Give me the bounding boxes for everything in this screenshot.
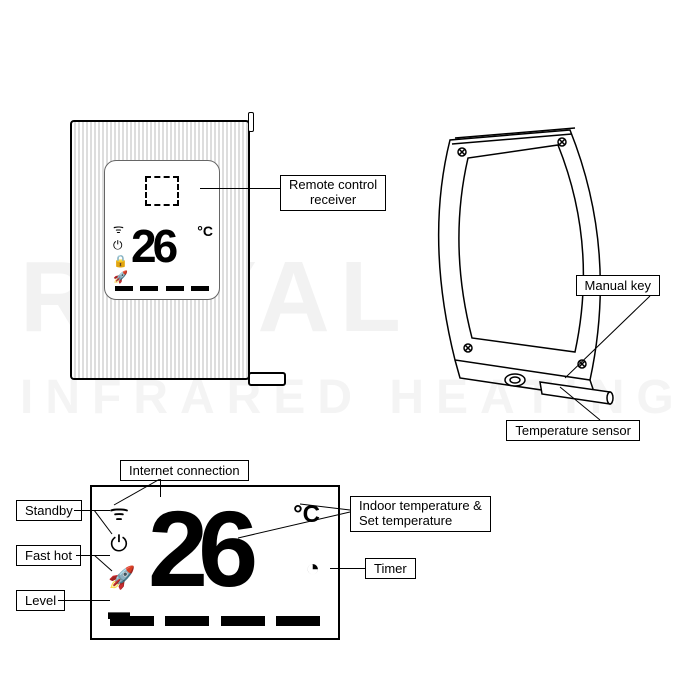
leader-line [560, 290, 660, 390]
level-bars [115, 286, 209, 291]
label-timer: Timer [365, 558, 416, 579]
leader-line [200, 188, 280, 189]
front-lcd: ᯤ ⏻ 🔒 🚀 26 °C [104, 160, 220, 300]
leader-line [520, 385, 640, 425]
label-indoor-temp: Indoor temperature &Set temperature [350, 496, 491, 532]
label-remote-receiver: Remote controlreceiver [280, 175, 386, 211]
device-front-view: ᯤ ⏻ 🔒 🚀 26 °C [70, 120, 250, 380]
lock-icon: 🔒 [113, 255, 128, 267]
leader-line [58, 600, 110, 601]
leader-line [110, 479, 170, 509]
power-icon: ⏻ [113, 239, 128, 251]
wifi-icon: ᯤ [113, 223, 128, 235]
rocket-icon: 🚀 [113, 271, 128, 283]
timer-icon: ◔ [306, 555, 321, 583]
sensor-rod [248, 372, 286, 386]
leader-line [94, 555, 124, 575]
top-connector [248, 112, 254, 132]
temperature-unit: °C [197, 223, 213, 239]
leader-line [330, 568, 365, 569]
label-fast-hot: Fast hot [16, 545, 81, 566]
leader-line [94, 510, 124, 540]
level-bars-big [110, 616, 320, 626]
label-internet-connection: Internet connection [120, 460, 249, 481]
label-standby: Standby [16, 500, 82, 521]
temperature-value-big: 26 [148, 495, 248, 603]
lcd-icon-column: ᯤ ⏻ 🔒 🚀 [113, 223, 128, 283]
remote-receiver-box [145, 176, 179, 206]
leader-line [238, 510, 358, 550]
temperature-value: 26 [131, 219, 174, 273]
